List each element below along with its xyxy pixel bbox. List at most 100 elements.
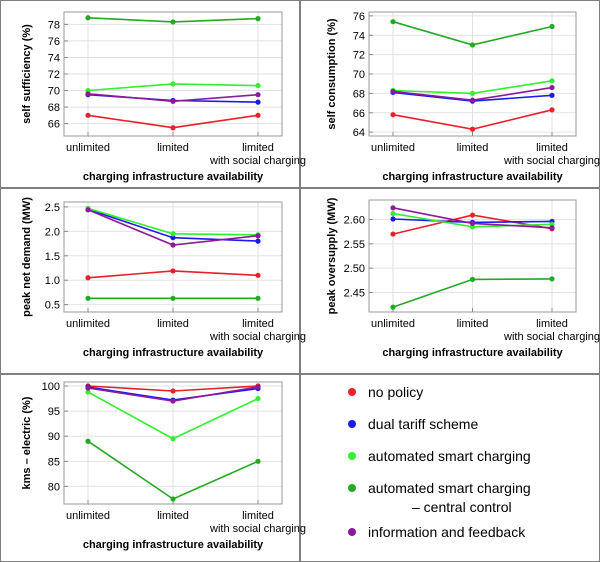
y-tick-label: 1.0	[45, 275, 60, 287]
data-point	[255, 384, 261, 390]
y-tick-label: 2.45	[344, 288, 365, 300]
data-point	[170, 235, 176, 241]
y-axis-label: self consumption (%)	[326, 18, 338, 130]
series-auto_central	[85, 295, 261, 301]
x-tick-sublabel: with social charging	[209, 331, 306, 343]
data-point	[170, 242, 176, 248]
data-point	[255, 233, 261, 239]
legend-marker	[348, 452, 356, 460]
series-no_policy	[85, 268, 261, 281]
x-tick-label: limited	[157, 510, 189, 522]
data-point	[255, 272, 261, 278]
x-tick-label: unlimited	[371, 142, 415, 154]
data-point	[170, 398, 176, 404]
data-point	[549, 92, 555, 98]
data-point	[255, 458, 261, 464]
series-dual_tariff	[85, 206, 261, 244]
data-point	[255, 395, 261, 402]
x-tick-sublabel: with social charging	[503, 155, 600, 167]
data-point	[255, 16, 261, 22]
data-point	[85, 385, 91, 391]
data-point	[469, 220, 476, 226]
x-tick-label: limited	[536, 318, 568, 330]
legend-label: dual tariff scheme	[368, 416, 478, 432]
data-point	[390, 211, 396, 217]
y-axis-label: peak oversupply (MW)	[326, 197, 338, 314]
legend-item-auto_smart: automated smart charging	[348, 448, 531, 464]
x-tick-label: unlimited	[66, 318, 110, 330]
data-point	[469, 90, 476, 96]
data-point	[170, 98, 176, 104]
series-info_feedback	[390, 205, 555, 231]
y-tick-label: 100	[42, 381, 60, 393]
series-auto_smart	[85, 389, 261, 442]
data-point	[85, 389, 91, 395]
data-point	[85, 438, 91, 444]
data-point	[255, 295, 261, 301]
y-tick-label: 1.5	[45, 251, 60, 263]
data-point	[170, 388, 176, 394]
data-point	[85, 275, 91, 281]
data-point	[255, 99, 261, 105]
data-point	[170, 436, 176, 442]
panel-frame-1	[0, 0, 300, 188]
data-point	[549, 78, 555, 84]
y-axis-label: self sufficiency (%)	[21, 24, 33, 124]
y-tick-label: 72	[48, 69, 60, 81]
y-axis-label: kms – electric (%)	[21, 396, 33, 489]
data-point	[549, 276, 555, 282]
data-point	[390, 216, 396, 222]
data-point	[170, 496, 176, 502]
y-tick-label: 70	[353, 69, 365, 81]
data-point	[390, 304, 396, 310]
y-tick-label: 76	[48, 36, 60, 48]
legend: no policy dual tariff scheme automated sma…	[348, 384, 531, 540]
data-point	[85, 91, 91, 97]
x-axis-label: charging infrastructure availability	[83, 347, 264, 359]
series-auto_central	[85, 15, 261, 25]
data-point	[549, 107, 555, 113]
y-tick-label: 66	[353, 108, 365, 120]
series-no_policy	[85, 112, 261, 131]
data-point	[549, 225, 555, 231]
legend-item-dual_tariff: dual tariff scheme	[348, 416, 478, 432]
series-no_policy	[390, 107, 555, 132]
legend-marker	[348, 484, 356, 492]
y-tick-label: 2.60	[344, 214, 365, 226]
y-tick-label: 70	[48, 86, 60, 98]
x-tick-sublabel: with social charging	[503, 331, 600, 343]
x-axis-label: charging infrastructure availability	[382, 347, 563, 359]
y-tick-label: 80	[48, 481, 60, 493]
data-point	[390, 112, 396, 118]
data-point	[85, 112, 91, 118]
x-tick-label: limited	[242, 142, 274, 154]
x-tick-label: limited	[457, 142, 489, 154]
x-axis-label: charging infrastructure availability	[83, 171, 264, 183]
y-tick-label: 68	[353, 88, 365, 100]
data-point	[255, 112, 261, 118]
y-tick-label: 2.50	[344, 263, 365, 275]
data-point	[390, 88, 396, 95]
series-auto_smart	[390, 78, 555, 96]
y-tick-label: 66	[48, 119, 60, 131]
y-tick-label: 90	[48, 431, 60, 443]
data-point	[469, 276, 476, 282]
y-tick-label: 0.5	[45, 300, 60, 312]
legend-item-info_feedback: information and feedback	[348, 524, 526, 540]
x-tick-label: limited	[242, 510, 274, 522]
legend-label: no policy	[368, 384, 423, 400]
data-point	[170, 295, 176, 301]
series-info_feedback	[85, 207, 261, 248]
x-tick-label: unlimited	[66, 510, 110, 522]
legend-marker	[348, 420, 356, 428]
series-info_feedback	[85, 384, 261, 404]
data-point	[255, 92, 261, 98]
data-point	[549, 84, 555, 91]
legend-label: automated smart charging	[368, 448, 531, 464]
x-axis-label: charging infrastructure availability	[83, 539, 264, 551]
data-point	[469, 212, 476, 218]
